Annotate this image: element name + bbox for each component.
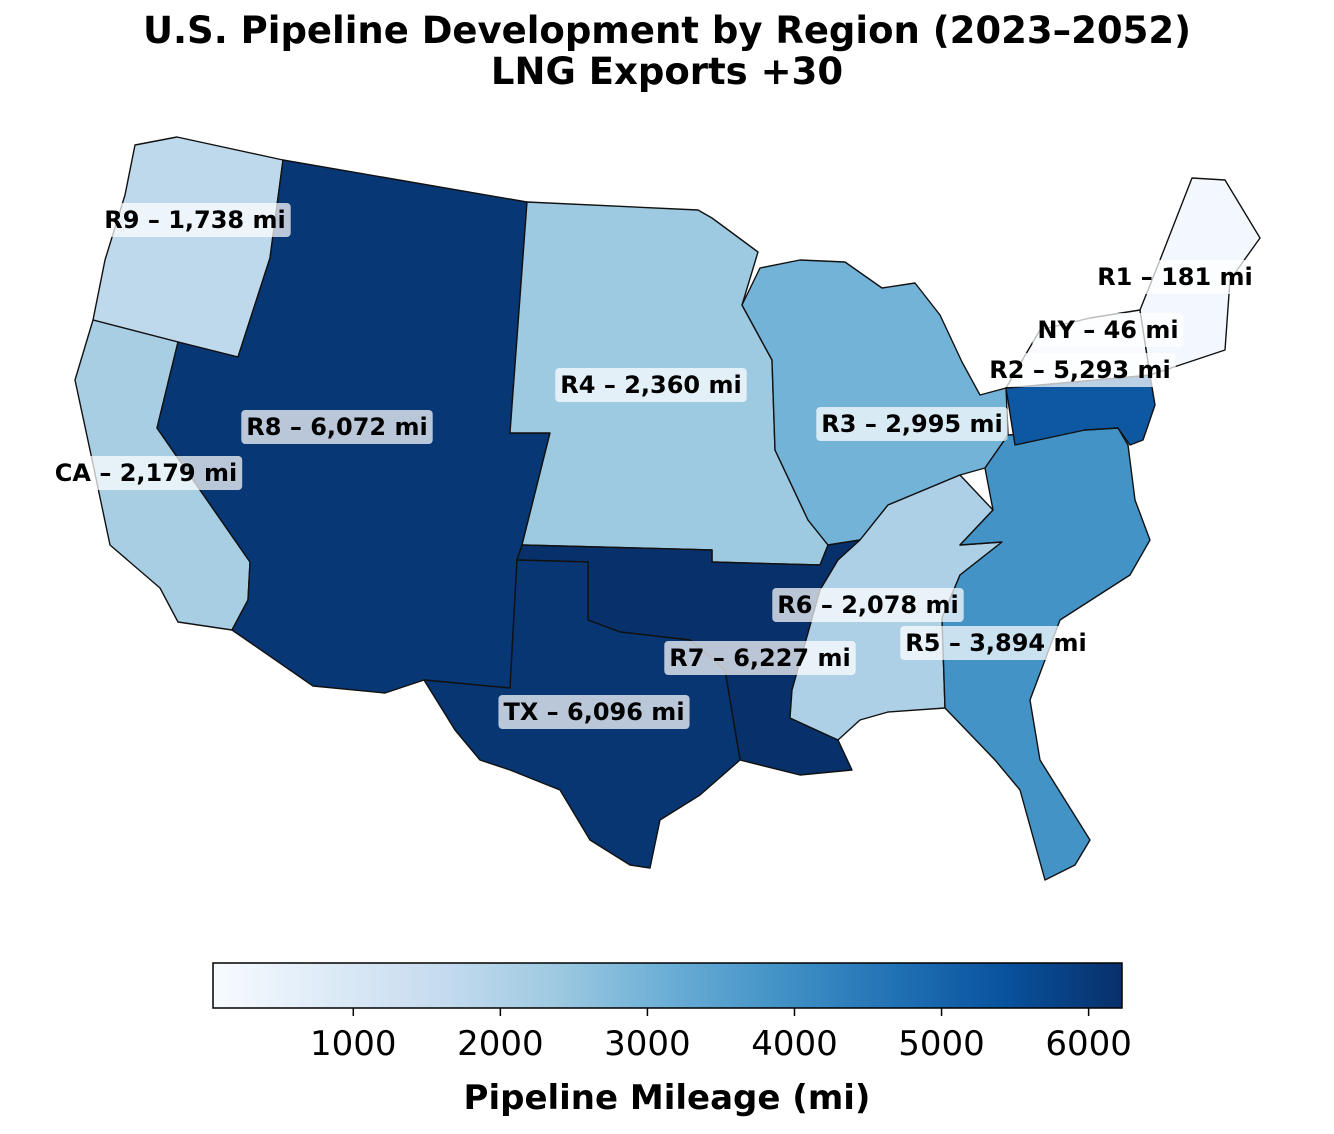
region-label-r5: R5 – 3,894 mi: [900, 626, 1092, 660]
colorbar-gradient: [212, 962, 1123, 1009]
region-label-background: [664, 641, 856, 675]
region-label-text: NY – 46 mi: [1037, 316, 1178, 344]
region-label-r6: R6 – 2,078 mi: [772, 588, 964, 622]
colorbar-ticks: 1000 2000 3000 4000 5000 6000: [310, 1008, 1132, 1064]
region-label-text: R5 – 3,894 mi: [905, 629, 1086, 657]
region-label-background: [1092, 260, 1258, 294]
region-label-r3: R3 – 2,995 mi: [816, 407, 1008, 441]
region-label-tx: TX – 6,096 mi: [498, 695, 690, 729]
region-label-background: [498, 695, 690, 729]
region-label-text: CA – 2,179 mi: [55, 459, 237, 487]
colorbar-tick-label: 1000: [310, 1024, 397, 1064]
region-label-r9: R9 – 1,738 mi: [99, 203, 291, 237]
colorbar-tick-label: 5000: [898, 1024, 985, 1064]
region-shapes: [74, 136, 1261, 881]
colorbar: 1000 2000 3000 4000 5000 6000: [212, 962, 1132, 1064]
region-label-background: [99, 203, 291, 237]
region-label-r4: R4 – 2,360 mi: [555, 368, 747, 402]
region-label-r2: R2 – 5,293 mi: [984, 353, 1176, 387]
title-line-1: U.S. Pipeline Development by Region (202…: [142, 9, 1192, 52]
region-label-text: R9 – 1,738 mi: [104, 206, 285, 234]
region-label-background: [49, 456, 243, 490]
region-label-ca: CA – 2,179 mi: [49, 456, 243, 490]
chart-title: U.S. Pipeline Development by Region (202…: [0, 10, 1334, 92]
region-label-background: [555, 368, 747, 402]
colorbar-tick-label: 6000: [1045, 1024, 1132, 1064]
region-label-text: R4 – 2,360 mi: [560, 371, 741, 399]
region-label-text: R2 – 5,293 mi: [989, 356, 1170, 384]
title-line-2: LNG Exports +30: [490, 50, 844, 93]
region-label-text: R1 – 181 mi: [1097, 263, 1253, 291]
region-label-r7: R7 – 6,227 mi: [664, 641, 856, 675]
region-label-background: [816, 407, 1008, 441]
colorbar-label: Pipeline Mileage (mi): [463, 1078, 871, 1118]
colorbar-tick-label: 2000: [457, 1024, 544, 1064]
region-label-text: R3 – 2,995 mi: [821, 410, 1002, 438]
region-label-background: [984, 353, 1176, 387]
region-label-text: R6 – 2,078 mi: [777, 591, 958, 619]
colorbar-tick-label: 3000: [604, 1024, 691, 1064]
region-label-background: [241, 410, 433, 444]
region-label-background: [900, 626, 1092, 660]
region-label-text: R8 – 6,072 mi: [246, 413, 427, 441]
colorbar-tick-label: 4000: [751, 1024, 838, 1064]
region-label-ny: NY – 46 mi: [1032, 313, 1184, 347]
region-label-background: [772, 588, 964, 622]
region-label-text: R7 – 6,227 mi: [669, 644, 850, 672]
region-labels: R9 – 1,738 mi CA – 2,179 mi R8 – 6,072 mi R…: [49, 203, 1258, 729]
region-label-text: TX – 6,096 mi: [503, 698, 684, 726]
region-label-r8: R8 – 6,072 mi: [241, 410, 433, 444]
region-label-background: [1032, 313, 1184, 347]
region-label-r1: R1 – 181 mi: [1092, 260, 1258, 294]
